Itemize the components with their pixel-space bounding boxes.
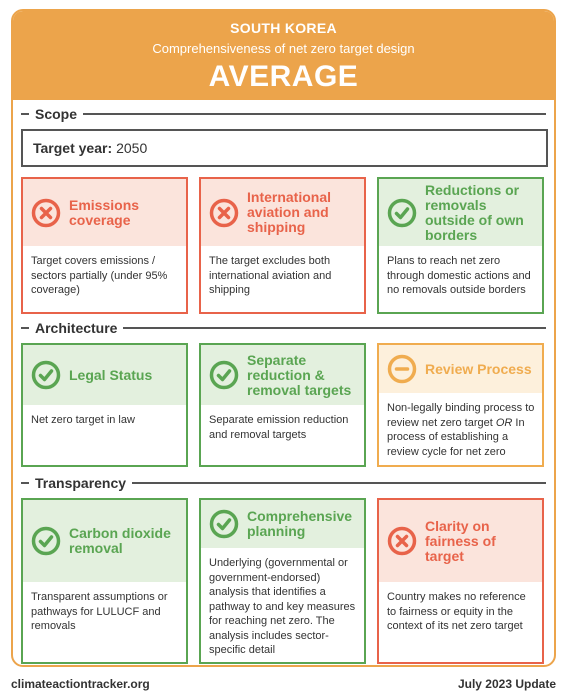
card-description: The target excludes both international a… xyxy=(209,255,332,296)
check-circle-icon xyxy=(31,526,61,556)
card-header: Legal Status xyxy=(23,345,186,405)
check-circle-icon xyxy=(31,360,61,390)
card-description: Transparent assumptions or pathways for … xyxy=(31,591,168,632)
card-header: Reductions or removals outside of own bo… xyxy=(379,179,542,246)
card-description: Separate emission reduction and removal … xyxy=(209,414,349,441)
header-subtitle: Comprehensiveness of net zero target des… xyxy=(152,41,415,56)
card-description: Plans to reach net zero through domestic… xyxy=(387,255,531,296)
minus-circle-icon xyxy=(387,354,417,384)
card-header: Clarity on fairness of target xyxy=(379,500,542,582)
section-transparency-title: Transparency xyxy=(35,475,127,491)
section-scope: Scope xyxy=(21,106,546,122)
card-separate-targets: Separate reduction & removal targets Sep… xyxy=(199,343,366,467)
card-header: Separate reduction & removal targets xyxy=(201,345,364,405)
country-name: SOUTH KOREA xyxy=(230,20,337,36)
card-title: Separate reduction & removal targets xyxy=(247,351,352,398)
section-divider xyxy=(132,482,546,484)
x-circle-icon xyxy=(387,526,417,556)
section-architecture: Architecture xyxy=(21,320,546,336)
section-transparency: Transparency xyxy=(21,475,546,491)
card-description: Net zero target in law xyxy=(31,414,135,426)
card-title: Review Process xyxy=(425,360,532,377)
section-architecture-title: Architecture xyxy=(35,320,118,336)
card-comprehensive-planning: Comprehensive planning Underlying (gover… xyxy=(199,498,366,664)
section-divider xyxy=(83,113,546,115)
card-title: Clarity on fairness of target xyxy=(425,517,496,564)
description-emphasis: OR xyxy=(495,416,513,429)
description-part: In process of establishing a review cycl… xyxy=(387,416,525,458)
check-circle-icon xyxy=(387,198,417,227)
card-description: Underlying (governmental or government-e… xyxy=(209,557,356,656)
x-circle-icon xyxy=(31,198,61,227)
card-title: Comprehensive planning xyxy=(247,508,353,539)
card-title: Emissions coverage xyxy=(69,196,140,228)
section-dash xyxy=(21,327,29,329)
card-header: Review Process xyxy=(379,345,542,393)
card-description: Non-legally binding process to review ne… xyxy=(379,393,542,459)
rating-frame: SOUTH KOREA Comprehensiveness of net zer… xyxy=(11,9,556,667)
card-title: Legal Status xyxy=(69,366,153,383)
card-header: Carbon dioxide removal xyxy=(23,500,186,582)
card-description: Target covers emissions / sectors partia… xyxy=(31,255,168,296)
card-header: Emissions coverage xyxy=(23,179,186,246)
card-title: International aviation and shipping xyxy=(247,189,332,235)
card-review-process: Review Process Non-legally binding proce… xyxy=(377,343,544,467)
card-legal-status: Legal Status Net zero target in law xyxy=(21,343,188,467)
target-year-box: Target year: 2050 xyxy=(21,129,548,167)
target-year-label: Target year: xyxy=(33,140,113,156)
section-divider xyxy=(123,327,546,329)
footer-website: climateactiontracker.org xyxy=(11,677,150,691)
card-international-aviation: International aviation and shipping The … xyxy=(199,177,366,314)
card-description: Country makes no reference to fairness o… xyxy=(387,591,526,632)
check-circle-icon xyxy=(209,360,239,390)
target-year-value: 2050 xyxy=(116,140,148,156)
card-header: Comprehensive planning xyxy=(201,500,364,548)
card-title: Reductions or removals outside of own bo… xyxy=(425,181,524,243)
overall-rating: AVERAGE xyxy=(208,60,359,93)
card-title: Carbon dioxide removal xyxy=(69,525,171,556)
check-circle-icon xyxy=(209,509,239,539)
header-banner: SOUTH KOREA Comprehensiveness of net zer… xyxy=(13,11,554,100)
section-dash xyxy=(21,113,29,115)
section-dash xyxy=(21,482,29,484)
card-reductions-removals: Reductions or removals outside of own bo… xyxy=(377,177,544,314)
card-co2-removal: Carbon dioxide removal Transparent assum… xyxy=(21,498,188,664)
section-scope-title: Scope xyxy=(35,106,78,122)
description-part: Non-legally binding process to review ne… xyxy=(387,402,535,429)
card-emissions-coverage: Emissions coverage Target covers emissio… xyxy=(21,177,188,314)
card-header: International aviation and shipping xyxy=(201,179,364,246)
x-circle-icon xyxy=(209,198,239,227)
card-fairness: Clarity on fairness of target Country ma… xyxy=(377,498,544,664)
footer-update-date: July 2023 Update xyxy=(457,677,556,691)
